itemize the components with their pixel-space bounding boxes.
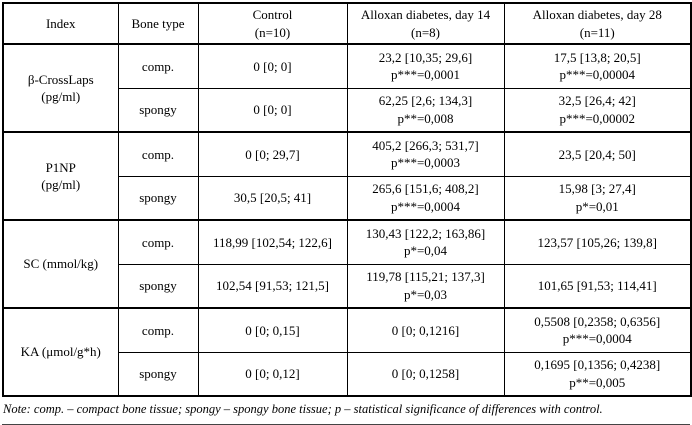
value-line: 265,6 [151,6; 408,2]	[372, 181, 479, 197]
results-table: Index Bone type Control (n=10) Alloxan d…	[2, 2, 692, 398]
table-row: spongy 30,5 [20,5; 41] 265,6 [151,6; 408…	[3, 175, 692, 221]
table-row: spongy 0 [0; 0,12] 0 [0; 0,1258] 0,1695 …	[3, 351, 692, 397]
value-line: 23,5 [20,4; 50]	[558, 146, 636, 162]
day14-value-cell: 405,2 [266,3; 531,7] p***=0,0003	[346, 131, 505, 177]
header-day28: Alloxan diabetes, day 28 (n=11)	[503, 2, 692, 46]
day28-value-cell: 23,5 [20,4; 50]	[503, 131, 692, 177]
header-index: Index	[2, 2, 119, 46]
p-value-line: p***=0,00004	[559, 67, 636, 83]
header-day28-label: Alloxan diabetes, day 28	[532, 7, 662, 22]
header-day14-label: Alloxan diabetes, day 14	[360, 7, 491, 22]
header-control-n: (n=10)	[254, 24, 291, 40]
value-line: 405,2 [266,3; 531,7]	[372, 137, 479, 153]
day28-value-cell: 0,1695 [0,1356; 0,4238] p**=0,005	[503, 351, 692, 397]
table-row: spongy 102,54 [91,53; 121,5] 119,78 [115…	[3, 263, 692, 309]
value-line: 32,5 [26,4; 42]	[558, 93, 636, 109]
p-value-line: p***=0,00002	[559, 110, 636, 126]
value-line: 0,5508 [0,2358; 0,6356]	[534, 313, 661, 329]
index-line2: (pg/ml)	[41, 177, 81, 193]
p-value-line: p*=0,04	[403, 243, 448, 259]
day14-value-cell: 0 [0; 0,1216]	[346, 307, 505, 353]
day28-value-cell: 123,57 [105,26; 139,8]	[503, 219, 692, 265]
index-line2: (pg/ml)	[41, 89, 81, 105]
day14-value-cell: 62,25 [2,6; 134,3] p**=0,008	[346, 87, 505, 133]
index-cell: SC (mmol/kg)	[2, 219, 119, 309]
index-line1: KA (μmol/g*h)	[20, 344, 101, 360]
bone-type-cell: spongy	[117, 87, 199, 133]
index-line1: β-CrossLaps	[27, 71, 94, 87]
day14-value-cell: 0 [0; 0,1258]	[346, 351, 505, 397]
bone-type-cell: spongy	[117, 175, 199, 221]
header-index-label: Index	[45, 15, 76, 31]
table-row: spongy 0 [0; 0] 62,25 [2,6; 134,3] p**=0…	[3, 87, 692, 133]
day28-value-cell: 0,5508 [0,2358; 0,6356] p***=0,0004	[503, 307, 692, 353]
value-line: 23,2 [10,35; 29,6]	[378, 49, 473, 65]
value-line: 15,98 [3; 27,4]	[558, 181, 636, 197]
p-value-line: p***=0,0004	[390, 198, 461, 214]
control-value-cell: 118,99 [102,54; 122,6]	[197, 219, 348, 265]
index-cell: P1NP (pg/ml)	[2, 131, 119, 221]
value-line: 17,5 [13,8; 20,5]	[553, 49, 641, 65]
table-row: P1NP (pg/ml) comp. 0 [0; 29,7] 405,2 [26…	[2, 131, 692, 221]
control-value-cell: 0 [0; 0,12]	[197, 351, 348, 397]
p-value-line: p*=0,01	[575, 198, 619, 214]
header-control: Control (n=10)	[197, 2, 348, 46]
control-value-cell: 0 [0; 0]	[197, 87, 348, 133]
bone-type-cell: comp.	[117, 131, 199, 177]
bone-type-cell: comp.	[117, 43, 199, 89]
p-value-line: p**=0,008	[397, 110, 454, 126]
table-footnote: Note: comp. – compact bone tissue; spong…	[2, 397, 690, 425]
day28-value-cell: 32,5 [26,4; 42] p***=0,00002	[503, 87, 692, 133]
control-value-cell: 0 [0; 0,15]	[197, 307, 348, 353]
value-line: 0 [0; 0,1216]	[391, 322, 460, 338]
bone-type-cell: comp.	[117, 219, 199, 265]
control-value-cell: 0 [0; 29,7]	[197, 131, 348, 177]
day14-value-cell: 130,43 [122,2; 163,86] p*=0,04	[346, 219, 505, 265]
value-line: 119,78 [115,21; 137,3]	[366, 269, 485, 285]
header-control-label: Control	[252, 7, 293, 22]
day14-value-cell: 119,78 [115,21; 137,3] p*=0,03	[346, 263, 505, 309]
header-row: Index Bone type Control (n=10) Alloxan d…	[2, 2, 692, 46]
day14-value-cell: 23,2 [10,35; 29,6] p***=0,0001	[346, 43, 505, 89]
control-value-cell: 102,54 [91,53; 121,5]	[197, 263, 348, 309]
bone-type-cell: comp.	[117, 307, 199, 353]
bone-type-cell: spongy	[117, 263, 199, 309]
table-row: KA (μmol/g*h) comp. 0 [0; 0,15] 0 [0; 0,…	[2, 307, 692, 397]
p-value-line: p*=0,03	[403, 286, 448, 302]
p-value-line: p***=0,0001	[390, 67, 461, 83]
index-cell: β-CrossLaps (pg/ml)	[2, 43, 119, 133]
value-line: 0 [0; 0,1258]	[391, 366, 460, 382]
header-bone-type-label: Bone type	[131, 15, 185, 31]
value-line: 0,1695 [0,1356; 0,4238]	[534, 357, 661, 373]
header-day14-n: (n=8)	[411, 24, 440, 40]
header-day28-n: (n=11)	[579, 24, 615, 40]
index-line1: SC (mmol/kg)	[23, 256, 99, 272]
day28-value-cell: 15,98 [3; 27,4] p*=0,01	[503, 175, 692, 221]
index-line1: P1NP	[45, 159, 76, 175]
header-day14: Alloxan diabetes, day 14 (n=8)	[346, 2, 505, 46]
day14-value-cell: 265,6 [151,6; 408,2] p***=0,0004	[346, 175, 505, 221]
control-value-cell: 0 [0; 0]	[197, 43, 348, 89]
index-cell: KA (μmol/g*h)	[2, 307, 119, 397]
p-value-line: p***=0,0003	[390, 155, 461, 171]
value-line: 123,57 [105,26; 139,8]	[537, 234, 658, 250]
header-bone-type: Bone type	[117, 2, 199, 46]
value-line: 62,25 [2,6; 134,3]	[378, 93, 473, 109]
control-value-cell: 30,5 [20,5; 41]	[197, 175, 348, 221]
table-row: β-CrossLaps (pg/ml) comp. 0 [0; 0] 23,2 …	[2, 43, 692, 133]
bone-type-cell: spongy	[117, 351, 199, 397]
value-line: 130,43 [122,2; 163,86]	[365, 225, 486, 241]
table-row: SC (mmol/kg) comp. 118,99 [102,54; 122,6…	[2, 219, 692, 309]
p-value-line: p***=0,0004	[562, 331, 632, 347]
value-line: 101,65 [91,53; 114,41]	[537, 278, 657, 294]
day28-value-cell: 101,65 [91,53; 114,41]	[503, 263, 692, 309]
p-value-line: p**=0,005	[569, 374, 626, 390]
day28-value-cell: 17,5 [13,8; 20,5] p***=0,00004	[503, 43, 692, 89]
